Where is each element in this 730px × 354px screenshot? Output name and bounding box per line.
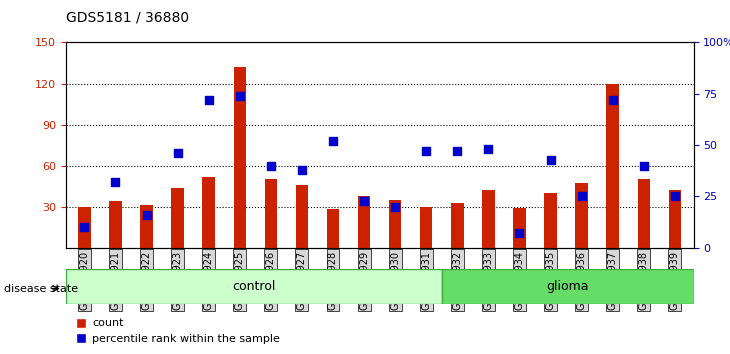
Point xyxy=(420,148,432,154)
Bar xyxy=(296,185,308,248)
Bar xyxy=(234,67,246,248)
Bar xyxy=(575,183,588,248)
Point xyxy=(265,163,277,169)
Point xyxy=(327,138,339,144)
Point xyxy=(389,204,401,210)
Bar xyxy=(172,188,184,248)
Bar xyxy=(482,190,495,248)
Point xyxy=(79,224,91,230)
Point xyxy=(358,198,370,204)
Bar xyxy=(451,202,464,248)
Text: glioma: glioma xyxy=(547,280,589,293)
Bar xyxy=(545,193,557,248)
Point xyxy=(110,179,121,185)
Bar xyxy=(389,200,402,248)
Bar xyxy=(669,190,681,248)
Text: disease state: disease state xyxy=(4,284,78,293)
Point xyxy=(172,150,183,156)
Legend: count, percentile rank within the sample: count, percentile rank within the sample xyxy=(72,314,285,348)
Bar xyxy=(358,196,370,248)
FancyBboxPatch shape xyxy=(442,269,694,304)
Point xyxy=(203,97,215,103)
Point xyxy=(141,212,153,218)
Point xyxy=(514,230,526,236)
Bar xyxy=(202,177,215,248)
Text: control: control xyxy=(232,280,276,293)
Text: GDS5181 / 36880: GDS5181 / 36880 xyxy=(66,11,189,25)
Bar xyxy=(420,207,432,248)
Bar xyxy=(637,179,650,248)
Bar xyxy=(513,208,526,248)
Point xyxy=(638,163,650,169)
Bar xyxy=(607,84,619,248)
Bar xyxy=(264,179,277,248)
Bar xyxy=(140,205,153,248)
Point xyxy=(669,194,680,199)
Bar xyxy=(327,210,339,248)
Point xyxy=(545,157,556,162)
Point xyxy=(483,147,494,152)
Point xyxy=(607,97,618,103)
Point xyxy=(451,148,463,154)
Bar xyxy=(110,201,122,248)
Point xyxy=(296,167,308,173)
Point xyxy=(576,194,588,199)
Bar xyxy=(78,207,91,248)
Point xyxy=(234,93,245,99)
FancyBboxPatch shape xyxy=(66,269,442,304)
